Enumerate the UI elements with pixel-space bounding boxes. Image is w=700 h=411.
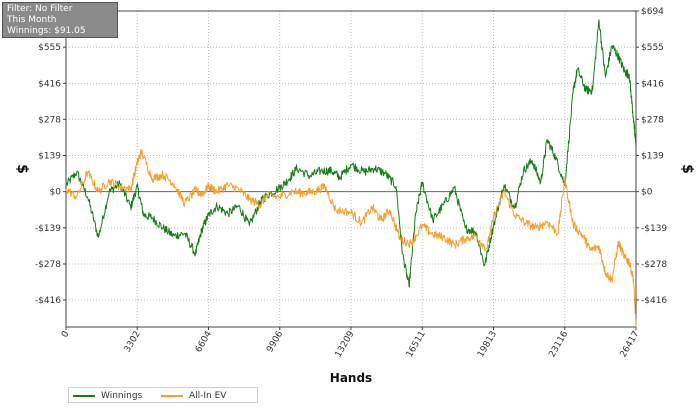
- y-axis-title-left: $: [14, 164, 30, 174]
- y-tick-label-right: -$416: [641, 296, 667, 306]
- winnings-swatch: [73, 395, 95, 397]
- x-tick-label: 16511: [405, 330, 428, 360]
- x-tick-label: 3302: [123, 330, 143, 355]
- y-tick-label-right: -$278: [641, 260, 667, 270]
- y-tick-label-right: $416: [641, 79, 664, 89]
- plot-frame: [65, 10, 637, 328]
- y-tick-label-left: $0: [50, 188, 62, 198]
- y-tick-label-left: $139: [38, 151, 61, 161]
- y-tick-label-right: $139: [641, 151, 664, 161]
- legend: Winnings All-In EV: [68, 387, 258, 403]
- x-tick-label: 9906: [265, 329, 285, 354]
- winnings-total-text: Winnings: $91.05: [7, 26, 86, 36]
- legend-item-ev: All-In EV: [161, 390, 255, 402]
- grid-lines: [65, 10, 637, 327]
- y-tick-label-right: $694: [641, 7, 664, 17]
- series-layer: [65, 19, 637, 328]
- period-text: This Month: [7, 15, 57, 25]
- x-tick-label: 26417: [619, 330, 642, 360]
- y-tick-label-left: -$139: [35, 224, 61, 234]
- legend-item-winnings: Winnings: [73, 390, 163, 402]
- y-tick-label-left: $278: [38, 115, 61, 125]
- ev-swatch: [161, 395, 183, 397]
- y-tick-label-left: -$416: [35, 296, 61, 306]
- x-tick-label: 13209: [334, 329, 357, 359]
- x-tick-label: 19813: [476, 329, 499, 359]
- y-axis-left: -$416-$278-$139$0$139$278$416$555$694: [35, 7, 66, 306]
- filter-text: Filter: No Filter: [7, 4, 73, 14]
- y-axis-right: -$416 -$278 -$139 $0 $139 $278 $416 $555 $694: [636, 7, 667, 306]
- legend-label-ev: All-In EV: [189, 391, 227, 401]
- x-tick-label: 0: [60, 329, 72, 339]
- x-tick-label: 23116: [547, 329, 570, 359]
- filter-info-box: Filter: No Filter This Month Winnings: $…: [2, 2, 118, 38]
- series-line-all-in-ev: [65, 149, 637, 328]
- y-tick-label-right: $278: [641, 115, 664, 125]
- y-tick-label-left: -$278: [35, 260, 61, 270]
- x-axis: 0 3302 6604 9906 13209 16511 19813 23116 26417: [60, 327, 642, 359]
- y-tick-label-right: $0: [641, 188, 653, 198]
- series-line-winnings: [65, 19, 637, 288]
- y-tick-label-left: $416: [38, 79, 61, 89]
- y-tick-label-right: -$139: [641, 224, 667, 234]
- y-tick-label-left: $555: [38, 43, 61, 53]
- legend-label-winnings: Winnings: [101, 391, 143, 401]
- x-tick-label: 6604: [194, 329, 214, 354]
- y-tick-label-right: $555: [641, 43, 664, 53]
- y-axis-title-right: $: [679, 164, 695, 174]
- x-axis-title: Hands: [330, 371, 372, 385]
